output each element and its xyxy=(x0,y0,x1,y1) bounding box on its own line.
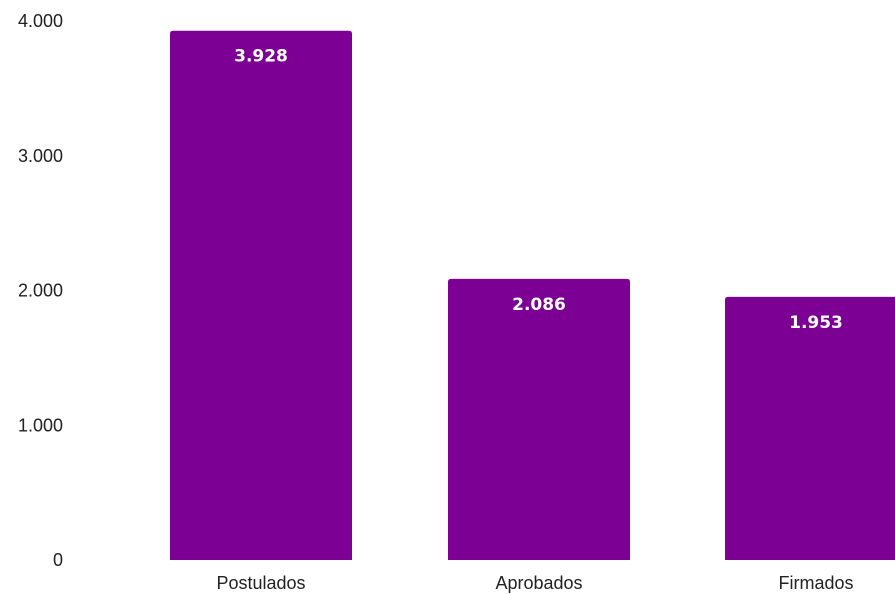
value-label-firmados: 1.953 xyxy=(789,313,843,333)
x-category-label: Aprobados xyxy=(495,573,582,593)
bar-postulados xyxy=(170,30,352,560)
bars: 3.928 2.086 1.953 xyxy=(170,30,895,560)
y-tick-label: 3.000 xyxy=(18,146,63,166)
y-tick-label: 0 xyxy=(53,550,63,570)
x-category-label: Postulados xyxy=(216,573,305,593)
y-tick-label: 2.000 xyxy=(18,281,63,301)
y-axis: 0 1.000 2.000 3.000 4.000 xyxy=(18,11,63,570)
x-category-label: Firmados xyxy=(778,573,853,593)
bar-firmados xyxy=(725,296,895,560)
value-label-aprobados: 2.086 xyxy=(512,295,566,315)
bar-aprobados xyxy=(448,278,630,560)
y-tick-label: 1.000 xyxy=(18,415,63,435)
value-label-postulados: 3.928 xyxy=(234,47,288,67)
y-tick-label: 4.000 xyxy=(18,11,63,31)
x-axis: Postulados Aprobados Firmados xyxy=(216,573,853,593)
